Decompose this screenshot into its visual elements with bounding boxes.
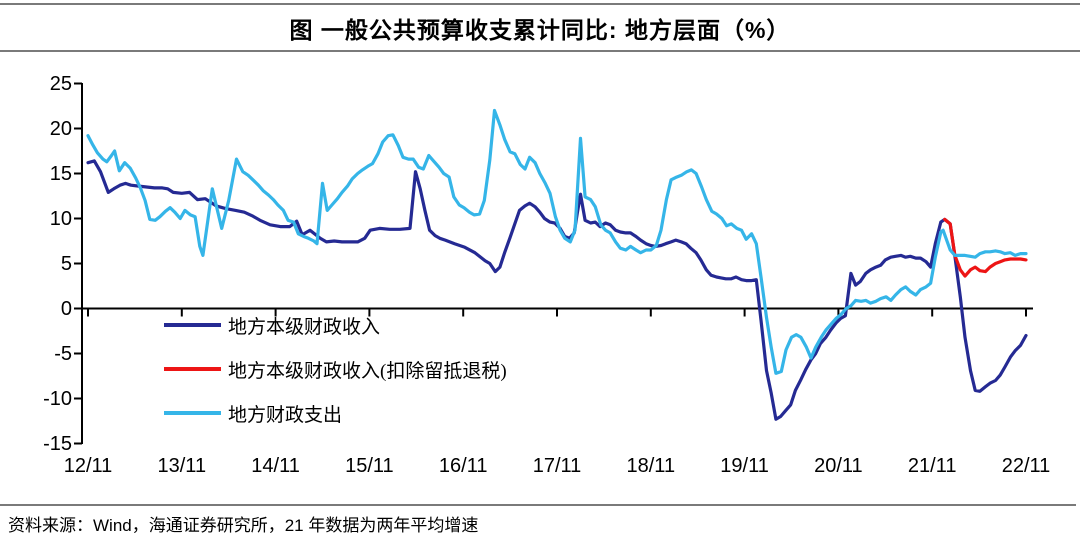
legend-label: 地方本级财政收入(扣除留抵退税) <box>228 360 507 382</box>
series-line-2 <box>86 108 1028 375</box>
x-axis-tick-label: 12/11 <box>63 455 113 477</box>
x-axis-tick-label: 18/11 <box>626 455 676 477</box>
legend-swatch-icon <box>164 323 221 327</box>
chart-title: 图 一般公共预算收支累计同比: 地方层面（%） <box>289 17 791 43</box>
y-axis-tick-label: -5 <box>54 342 72 365</box>
legend-label: 地方财政支出 <box>228 404 343 426</box>
x-axis-tick-label: 16/11 <box>438 455 488 477</box>
y-axis-tick-label: 25 <box>49 72 72 95</box>
y-axis-tick-label: -10 <box>43 387 72 410</box>
y-axis-tick-label: -15 <box>43 432 72 455</box>
legend-item-2: 地方财政支出 <box>164 401 507 426</box>
top-divider <box>0 3 1080 5</box>
x-axis-tick-label: 20/11 <box>814 455 863 477</box>
legend-label: 地方本级财政收入 <box>228 316 381 338</box>
x-axis-tick-label: 22/11 <box>1001 455 1051 477</box>
x-axis-tick-label: 15/11 <box>345 455 394 477</box>
legend-item-1: 地方本级财政收入(扣除留抵退税) <box>164 357 507 382</box>
legend-item-0: 地方本级财政收入 <box>164 313 507 338</box>
title-divider <box>0 50 1080 52</box>
y-axis-tick-label: 20 <box>49 117 72 140</box>
y-axis-tick-label: 0 <box>60 297 72 320</box>
x-axis-tick-label: 21/11 <box>907 455 957 477</box>
legend-swatch-icon <box>164 411 221 415</box>
source-note: 资料来源：Wind，海通证券研究所，21 年数据为两年平均增速 <box>8 516 479 535</box>
y-axis-tick-label: 5 <box>60 252 72 275</box>
series-line-0 <box>86 159 1028 421</box>
x-axis-tick-label: 17/11 <box>532 455 582 477</box>
footer-divider <box>0 504 1076 506</box>
y-axis-tick-label: 15 <box>49 162 72 185</box>
legend-swatch-icon <box>164 367 221 371</box>
x-axis-tick-label: 13/11 <box>157 455 207 477</box>
series-line-1 <box>943 217 1028 278</box>
x-axis-tick-label: 14/11 <box>251 455 300 477</box>
x-axis-tick-label: 19/11 <box>720 455 769 477</box>
y-axis-tick-label: 10 <box>49 207 72 230</box>
chart-legend: 地方本级财政收入地方本级财政收入(扣除留抵退税) 地方财政支出 <box>164 313 507 445</box>
